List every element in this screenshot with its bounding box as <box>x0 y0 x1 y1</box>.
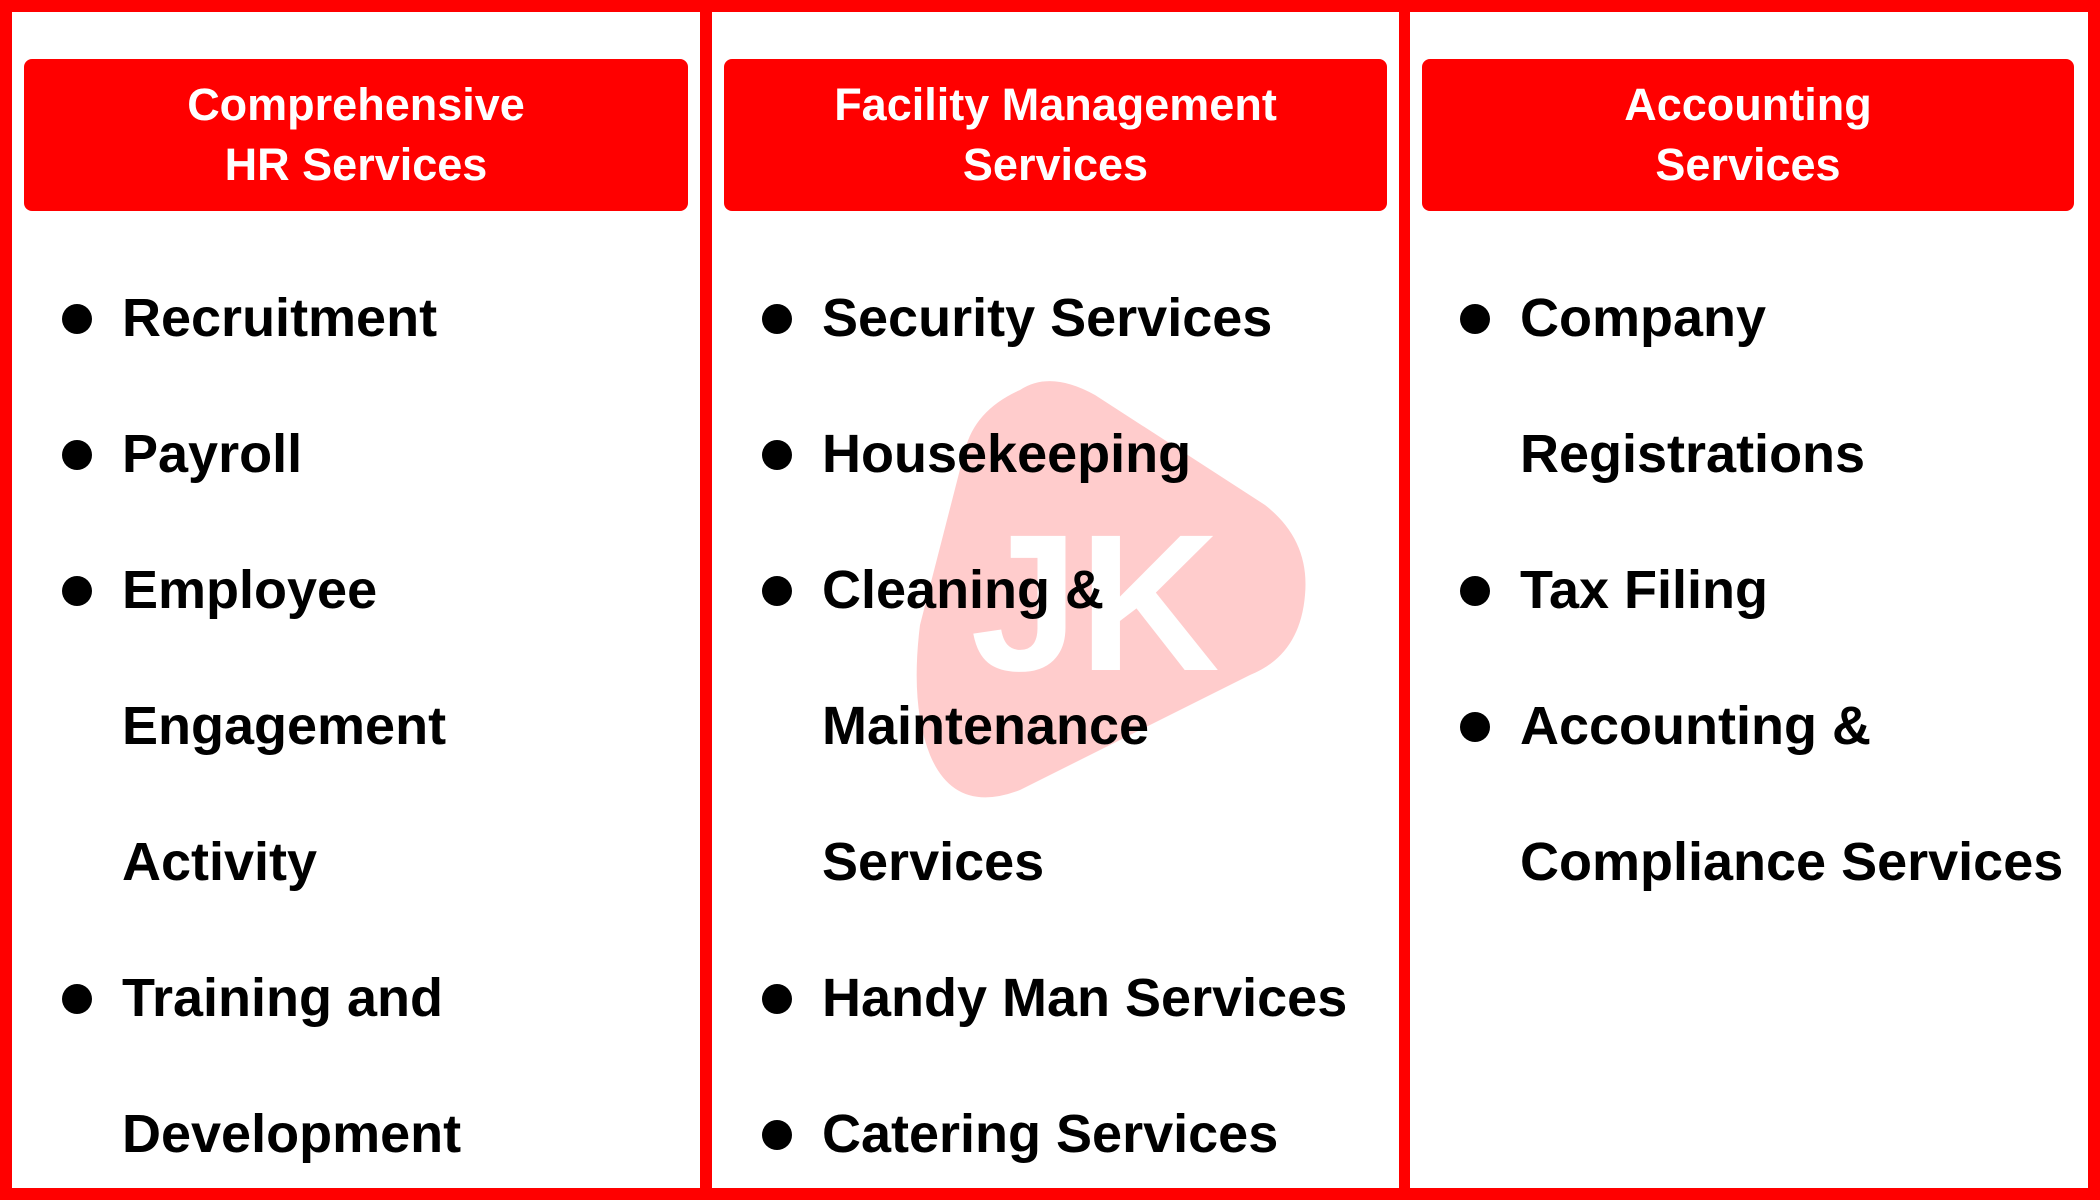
bullet-icon <box>62 984 92 1014</box>
list-item: Tax Filing <box>1410 522 2086 658</box>
hr-services-title: Comprehensive HR Services <box>187 79 525 190</box>
list-item: Company Registrations <box>1410 250 2086 522</box>
facility-services-header: Facility Management Services <box>724 59 1387 211</box>
list-item: Employee Engagement Activity <box>12 522 700 930</box>
accounting-services-header: Accounting Services <box>1422 59 2074 211</box>
facility-services-title: Facility Management Services <box>834 79 1277 190</box>
list-item: Training and Development <box>12 930 700 1202</box>
list-item: Security Services <box>712 250 1399 386</box>
watermark-text: JK <box>970 494 1219 712</box>
bullet-icon <box>762 440 792 470</box>
list-item-label: Payroll <box>122 424 303 484</box>
frame-border-top <box>0 0 2100 12</box>
frame-border-bottom <box>0 1188 2100 1200</box>
list-item-label: Housekeeping <box>822 424 1192 484</box>
bullet-icon <box>1460 712 1490 742</box>
frame-border-right <box>2088 0 2100 1200</box>
list-item-label: Handy Man Services <box>822 968 1348 1028</box>
list-item-label: Tax Filing <box>1520 560 1769 620</box>
column-divider-2 <box>1399 0 1410 1200</box>
accounting-services-list: Company Registrations Tax Filing Account… <box>1410 250 2086 930</box>
list-item: Housekeeping <box>712 386 1399 522</box>
hr-services-column: Comprehensive HR Services Recruitment Pa… <box>12 0 700 1200</box>
bullet-icon <box>762 576 792 606</box>
hr-services-list: Recruitment Payroll Employee Engagement … <box>12 250 700 1202</box>
list-item-label: Catering Services <box>822 1104 1279 1164</box>
list-item-label: Security Services <box>822 288 1273 348</box>
bullet-icon <box>762 984 792 1014</box>
facility-services-column: Facility Management Services Security Se… <box>712 0 1399 1200</box>
column-divider-1 <box>700 0 712 1200</box>
bullet-icon <box>62 304 92 334</box>
list-item: Cleaning & Maintenance Services <box>712 522 1399 930</box>
bullet-icon <box>762 1120 792 1150</box>
play-shape <box>916 381 1306 798</box>
list-item-label: Employee Engagement Activity <box>122 560 447 892</box>
accounting-services-column: Accounting Services Company Registration… <box>1410 0 2086 1200</box>
list-item-label: Accounting & Compliance Services <box>1520 696 2064 892</box>
list-item: Handy Man Services <box>712 930 1399 1066</box>
bullet-icon <box>762 304 792 334</box>
bullet-icon <box>1460 576 1490 606</box>
list-item-label: Training and Development <box>122 968 462 1164</box>
list-item-label: Company Registrations <box>1520 288 1866 484</box>
jk-logo-watermark: JK <box>916 381 1306 798</box>
list-item: Payroll <box>12 386 700 522</box>
list-item: Accounting & Compliance Services <box>1410 658 2086 930</box>
list-item: Recruitment <box>12 250 700 386</box>
accounting-services-title: Accounting Services <box>1624 79 1872 190</box>
hr-services-header: Comprehensive HR Services <box>24 59 688 211</box>
bullet-icon <box>62 440 92 470</box>
facility-services-list: Security Services Housekeeping Cleaning … <box>712 250 1399 1202</box>
bullet-icon <box>62 576 92 606</box>
list-item-label: Recruitment <box>122 288 438 348</box>
bullet-icon <box>1460 304 1490 334</box>
list-item-label: Cleaning & Maintenance Services <box>822 560 1150 892</box>
list-item: Catering Services <box>712 1066 1399 1202</box>
frame-border-left <box>0 0 12 1200</box>
